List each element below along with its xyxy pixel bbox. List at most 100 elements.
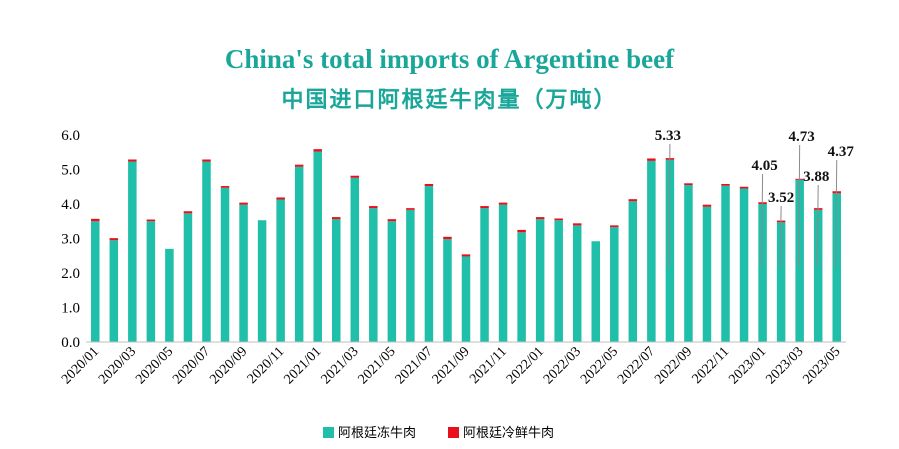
- x-tick-label: 2021/07: [393, 344, 436, 387]
- legend: 阿根廷冻牛肉 阿根廷冷鲜牛肉: [323, 425, 554, 440]
- bar-frozen: [276, 199, 285, 342]
- bar-chilled: [91, 218, 100, 222]
- bar-frozen: [239, 204, 248, 342]
- chart-title: China's total imports of Argentine beef: [224, 44, 675, 74]
- bar-chilled: [369, 206, 378, 209]
- bar-chilled: [572, 223, 582, 226]
- y-tick-label: 3.0: [61, 232, 80, 248]
- bar-frozen: [461, 256, 471, 342]
- bar-frozen: [220, 187, 230, 342]
- x-tick-label: 2020/09: [207, 344, 250, 387]
- x-tick-label: 2023/03: [763, 344, 806, 387]
- bar-chilled: [480, 206, 489, 209]
- bar-frozen: [832, 193, 841, 342]
- x-axis: 2020/012020/032020/052020/072020/092020/…: [59, 341, 846, 387]
- annotations: 5.33 4.05 3.52 4.73 3.88 4.37: [655, 128, 855, 268]
- bar-chilled: [461, 254, 471, 257]
- bar-frozen: [739, 188, 749, 342]
- bar-frozen: [665, 159, 675, 342]
- bar-chilled: [313, 149, 322, 152]
- legend-label: 阿根廷冷鲜牛肉: [463, 425, 554, 440]
- y-axis: 0.0 1.0 2.0 3.0 4.0 5.0 6.0: [61, 128, 80, 351]
- chart-subtitle: 中国进口阿根廷牛肉量（万吨）: [281, 87, 618, 113]
- bar-chilled: [146, 219, 156, 222]
- x-tick-label: 2020/05: [133, 344, 176, 387]
- bar-chilled: [239, 202, 248, 205]
- bar-frozen: [313, 151, 322, 342]
- bar-chilled: [424, 183, 434, 187]
- bars: [91, 149, 841, 342]
- bar-chilled: [276, 197, 285, 200]
- bar-chilled: [535, 217, 545, 220]
- y-tick-label: 6.0: [61, 128, 80, 144]
- bar-frozen: [257, 220, 267, 342]
- bar-chilled: [610, 225, 619, 228]
- x-tick-label: 2021/11: [467, 344, 510, 387]
- bar-frozen: [183, 213, 193, 342]
- x-tick-label: 2021/01: [281, 344, 324, 387]
- x-tick-label: 2022/05: [578, 344, 621, 387]
- x-tick-label: 2022/07: [615, 344, 658, 387]
- bar-frozen: [165, 248, 174, 342]
- bar-chilled: [128, 159, 137, 162]
- bar-chilled: [517, 229, 526, 233]
- bar-frozen: [776, 222, 786, 342]
- bar-chilled: [647, 158, 656, 161]
- bar-frozen: [146, 221, 156, 342]
- bar-chilled: [443, 236, 452, 240]
- bar-frozen: [758, 204, 767, 342]
- bar-chilled: [684, 183, 693, 186]
- x-tick-label: 2023/01: [726, 344, 769, 387]
- annotation-leader-line: [798, 144, 801, 268]
- bar-frozen: [498, 204, 508, 342]
- bar-chilled: [721, 183, 730, 186]
- x-tick-label: 2022/03: [541, 344, 584, 387]
- bar-chilled: [554, 218, 563, 221]
- annotation-label: 3.52: [768, 190, 794, 206]
- annotation-label: 5.33: [655, 128, 681, 144]
- annotation-label: 3.88: [803, 169, 829, 185]
- bar-chilled: [109, 238, 119, 241]
- bar-frozen: [202, 161, 211, 342]
- bar-chilled: [628, 199, 638, 202]
- bar-frozen: [387, 221, 397, 342]
- legend-swatch: [448, 427, 459, 438]
- bar-frozen: [406, 209, 415, 342]
- bar-chilled: [739, 186, 749, 189]
- x-tick-label: 2020/03: [96, 344, 139, 387]
- x-tick-label: 2022/11: [690, 344, 733, 387]
- annotation-leader-line: [779, 205, 782, 268]
- bar-frozen: [702, 206, 712, 342]
- bar-frozen: [813, 209, 823, 342]
- bar-chilled: [294, 164, 304, 167]
- bar-chilled: [350, 175, 360, 178]
- bar-chilled: [183, 211, 193, 214]
- bar-frozen: [591, 241, 601, 342]
- annotation-leader-line: [761, 173, 764, 268]
- annotation-label: 4.05: [751, 158, 777, 174]
- y-tick-label: 0.0: [61, 335, 80, 351]
- y-tick-label: 2.0: [61, 266, 80, 282]
- annotation-leader-line: [668, 143, 671, 268]
- bar-frozen: [517, 232, 526, 342]
- legend-swatch: [323, 427, 334, 438]
- bar-chilled: [406, 208, 415, 210]
- annotation-label: 4.37: [828, 144, 855, 160]
- x-tick-label: 2020/11: [245, 344, 288, 387]
- bar-frozen: [128, 161, 137, 342]
- bar-frozen: [350, 177, 360, 342]
- bar-frozen: [109, 240, 119, 342]
- bar-frozen: [91, 221, 100, 342]
- y-tick-label: 5.0: [61, 163, 80, 179]
- x-tick-label: 2022/09: [652, 344, 695, 387]
- bar-chilled: [220, 186, 230, 188]
- bar-frozen: [554, 220, 563, 342]
- bar-chilled: [202, 159, 211, 162]
- bar-frozen: [443, 239, 452, 342]
- bar-frozen: [369, 208, 378, 342]
- x-tick-label: 2023/05: [801, 344, 844, 387]
- bar-chilled: [498, 202, 508, 205]
- annotation-label: 4.73: [789, 129, 815, 145]
